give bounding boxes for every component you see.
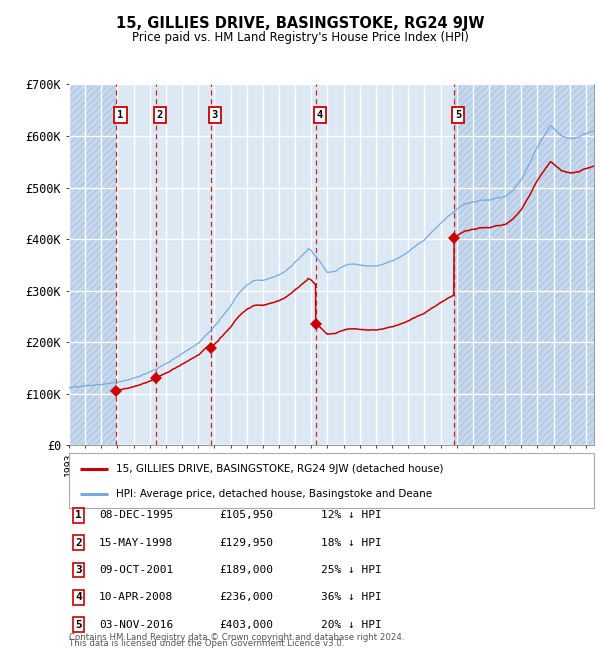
Text: HPI: Average price, detached house, Basingstoke and Deane: HPI: Average price, detached house, Basi… — [116, 489, 433, 499]
Text: 1: 1 — [75, 510, 82, 521]
Text: £129,950: £129,950 — [219, 538, 273, 548]
Text: 03-NOV-2016: 03-NOV-2016 — [99, 619, 173, 630]
Text: 09-OCT-2001: 09-OCT-2001 — [99, 565, 173, 575]
Text: 36% ↓ HPI: 36% ↓ HPI — [321, 592, 382, 603]
Text: 25% ↓ HPI: 25% ↓ HPI — [321, 565, 382, 575]
Text: 5: 5 — [455, 110, 461, 120]
Text: This data is licensed under the Open Government Licence v3.0.: This data is licensed under the Open Gov… — [69, 639, 344, 648]
Text: £189,000: £189,000 — [219, 565, 273, 575]
Text: 4: 4 — [317, 110, 323, 120]
Text: 1: 1 — [118, 110, 124, 120]
Text: 4: 4 — [75, 592, 82, 603]
Text: 12% ↓ HPI: 12% ↓ HPI — [321, 510, 382, 521]
Text: 15, GILLIES DRIVE, BASINGSTOKE, RG24 9JW: 15, GILLIES DRIVE, BASINGSTOKE, RG24 9JW — [116, 16, 484, 31]
Text: Contains HM Land Registry data © Crown copyright and database right 2024.: Contains HM Land Registry data © Crown c… — [69, 632, 404, 642]
Text: £236,000: £236,000 — [219, 592, 273, 603]
Text: £105,950: £105,950 — [219, 510, 273, 521]
Text: 20% ↓ HPI: 20% ↓ HPI — [321, 619, 382, 630]
Text: 3: 3 — [212, 110, 218, 120]
Text: 5: 5 — [75, 619, 82, 630]
Text: Price paid vs. HM Land Registry's House Price Index (HPI): Price paid vs. HM Land Registry's House … — [131, 31, 469, 44]
Text: 2: 2 — [75, 538, 82, 548]
Text: 2: 2 — [157, 110, 163, 120]
Text: 18% ↓ HPI: 18% ↓ HPI — [321, 538, 382, 548]
Text: 10-APR-2008: 10-APR-2008 — [99, 592, 173, 603]
Text: 08-DEC-1995: 08-DEC-1995 — [99, 510, 173, 521]
Text: 15-MAY-1998: 15-MAY-1998 — [99, 538, 173, 548]
Text: £403,000: £403,000 — [219, 619, 273, 630]
Text: 3: 3 — [75, 565, 82, 575]
Text: 15, GILLIES DRIVE, BASINGSTOKE, RG24 9JW (detached house): 15, GILLIES DRIVE, BASINGSTOKE, RG24 9JW… — [116, 463, 444, 473]
